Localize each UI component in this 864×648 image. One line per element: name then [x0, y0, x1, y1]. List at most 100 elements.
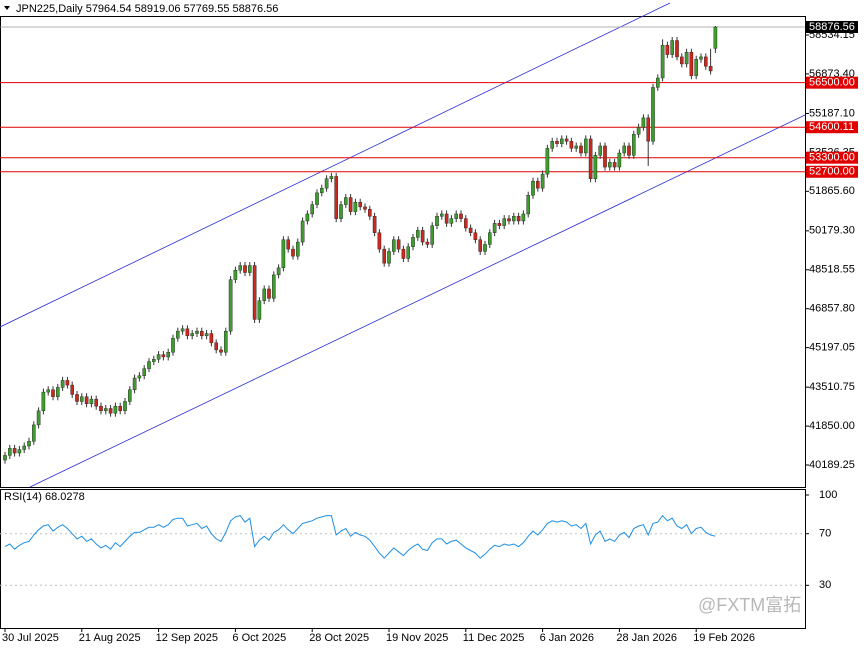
- candle-body: [430, 225, 435, 245]
- candle-body: [497, 223, 502, 226]
- candle-body: [291, 248, 295, 257]
- candle-body: [329, 176, 334, 179]
- candle-body: [60, 380, 65, 388]
- candle-body: [449, 218, 454, 224]
- y-tick-label: 45197.05: [809, 342, 855, 354]
- candle-body: [704, 56, 708, 67]
- candle-body: [488, 232, 492, 245]
- candle-body: [190, 333, 195, 337]
- y-tick-label: 51865.60: [809, 185, 855, 197]
- candle-body: [247, 265, 252, 273]
- watermark: @FXTM富拓: [698, 595, 801, 615]
- candle-body: [526, 194, 530, 215]
- candle-body: [401, 248, 406, 259]
- candle-body: [320, 187, 324, 194]
- candle-body: [464, 218, 468, 229]
- candle-body: [233, 270, 238, 280]
- candle-body: [339, 204, 343, 219]
- candle-body: [536, 180, 540, 189]
- header-arrow: [4, 6, 10, 10]
- candle-body: [574, 145, 578, 149]
- x-tick-label: 11 Dec 2025: [463, 632, 525, 644]
- candle-body: [171, 337, 175, 353]
- x-tick-label: 6 Jan 2026: [540, 632, 594, 644]
- candle-body: [300, 220, 305, 243]
- y-tick-label: 30: [819, 579, 831, 591]
- candle-body: [36, 410, 41, 426]
- candle-body: [627, 145, 631, 156]
- candle-body: [372, 216, 377, 233]
- candle-body: [310, 204, 315, 215]
- candle-body: [195, 330, 199, 334]
- candle-body: [608, 162, 612, 168]
- candle-body: [281, 239, 286, 269]
- candle-body: [473, 232, 478, 240]
- candle-body: [132, 377, 137, 390]
- candle-body: [713, 26, 718, 49]
- candle-body: [103, 408, 108, 412]
- candle-body: [276, 267, 281, 276]
- candle-body: [507, 218, 511, 222]
- candle-body: [502, 218, 507, 226]
- header: JPN225,Daily 57964.54 58919.06 57769.55 …: [16, 3, 278, 15]
- candle-body: [166, 352, 171, 358]
- candle-body: [257, 300, 262, 320]
- candle-body: [531, 180, 535, 196]
- level-tag: [806, 151, 858, 164]
- level-label: 54600.11: [809, 121, 854, 133]
- candle-body: [708, 66, 713, 72]
- candle-body: [656, 77, 660, 88]
- candle-body: [416, 230, 420, 238]
- candle-body: [223, 330, 228, 353]
- candle-body: [377, 232, 382, 250]
- candle-body: [660, 44, 665, 79]
- candle-body: [94, 398, 98, 407]
- candle-body: [199, 330, 204, 337]
- candle-body: [348, 197, 353, 212]
- candle-body: [147, 361, 151, 369]
- candle-body: [516, 216, 521, 222]
- candle-body: [353, 202, 358, 212]
- candle-body: [228, 279, 233, 332]
- level-label: 53300.00: [809, 152, 855, 164]
- candle-body: [588, 138, 593, 179]
- candle-body: [617, 152, 622, 168]
- candle-body: [156, 354, 161, 360]
- candle-body: [70, 384, 74, 395]
- price-label: 58876.56: [809, 21, 855, 33]
- candle-body: [180, 328, 185, 332]
- y-tick-label: 46857.80: [809, 303, 855, 315]
- y-tick-label: 50179.30: [809, 225, 855, 237]
- candle-body: [324, 178, 329, 189]
- x-tick-label: 12 Sep 2025: [156, 632, 218, 644]
- candle-body: [51, 389, 55, 397]
- x-tick-label: 30 Jul 2025: [2, 632, 59, 644]
- candle-body: [550, 141, 554, 149]
- channel-lower: [29, 114, 806, 488]
- y-tick-label: 48518.55: [809, 264, 855, 276]
- candle-body: [108, 408, 113, 414]
- candle-body: [483, 244, 487, 252]
- candle-body: [99, 405, 103, 412]
- candle-body: [579, 145, 583, 154]
- candle-body: [262, 288, 267, 301]
- x-tick-label: 19 Nov 2025: [386, 632, 448, 644]
- candle-body: [204, 333, 209, 337]
- x-tick-label: 28 Oct 2025: [309, 632, 369, 644]
- y-tick-label: 70: [819, 528, 831, 540]
- candle-body: [675, 40, 679, 58]
- candle-body: [382, 248, 387, 264]
- y-tick-label: 43510.75: [809, 381, 855, 393]
- price-tag: [806, 20, 858, 33]
- candle-body: [286, 239, 291, 250]
- candle-body: [79, 396, 84, 402]
- candle-body: [646, 117, 650, 142]
- level-tag: [806, 165, 858, 178]
- y-tick-label: 100: [819, 489, 837, 501]
- candle-body: [209, 333, 214, 344]
- candle-body: [75, 394, 79, 402]
- candle-body: [564, 138, 569, 142]
- candle-body: [406, 246, 411, 259]
